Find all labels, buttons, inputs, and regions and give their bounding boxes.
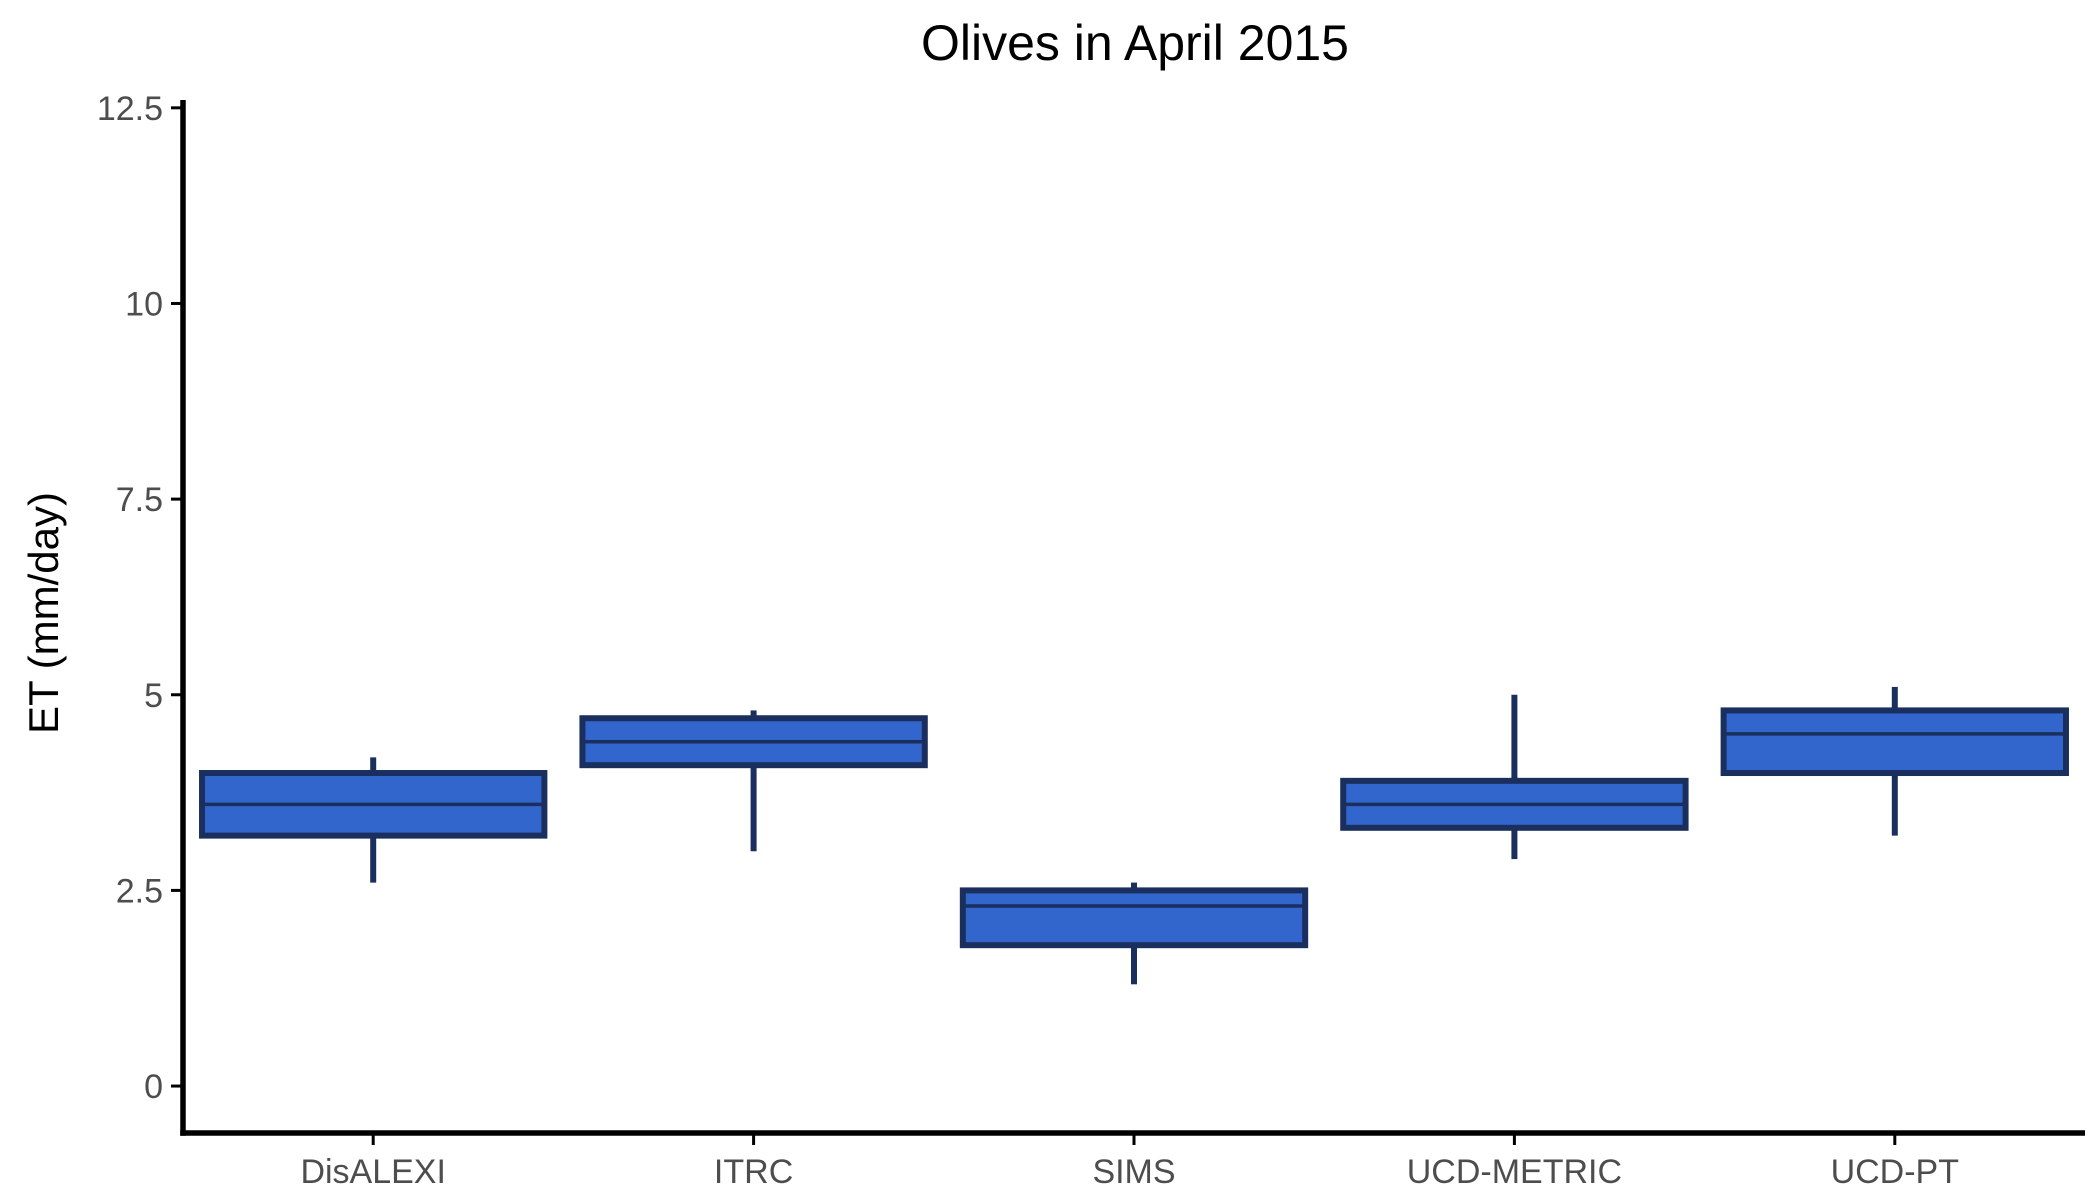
y-axis-ticks: 0 2.5 5 7.5 10 12.5 xyxy=(97,90,183,1106)
y-tick-label: 12.5 xyxy=(97,90,163,128)
y-tick-label: 10 xyxy=(125,285,163,323)
y-tick-label: 0 xyxy=(144,1068,163,1106)
x-tick-label: UCD-METRIC xyxy=(1407,1153,1622,1191)
y-tick-label: 5 xyxy=(144,677,163,715)
box-ucd-metric xyxy=(1340,694,1689,860)
y-tick-label: 7.5 xyxy=(116,481,163,519)
box-itrc xyxy=(579,710,928,852)
x-tick-label: ITRC xyxy=(714,1153,793,1191)
box-disalexi xyxy=(199,757,548,883)
box-iqr xyxy=(1720,707,2069,777)
chart-title: Olives in April 2015 xyxy=(921,15,1349,71)
box-iqr xyxy=(959,887,1309,949)
x-axis-ticks: DisALEXI ITRC SIMS UCD-METRIC UCD-PT xyxy=(300,1133,1959,1191)
box-ucd-pt xyxy=(1720,686,2069,836)
y-tick-label: 2.5 xyxy=(116,872,163,910)
x-tick-label: UCD-PT xyxy=(1831,1153,1959,1191)
boxplot-series xyxy=(199,686,2069,985)
y-axis-label: ET (mm/day) xyxy=(20,492,67,734)
x-tick-label: SIMS xyxy=(1092,1153,1175,1191)
x-tick-label: DisALEXI xyxy=(300,1153,446,1191)
box-sims xyxy=(959,882,1309,985)
